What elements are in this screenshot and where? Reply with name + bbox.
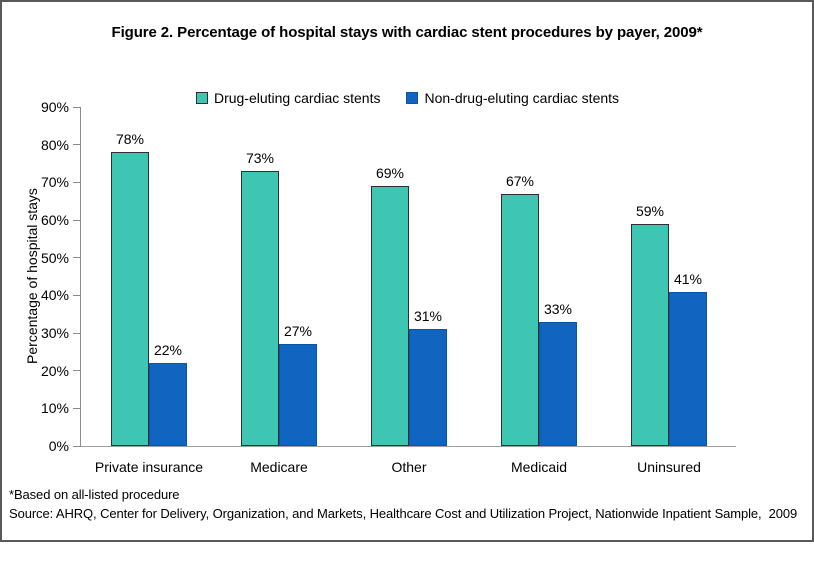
bar-non-drug-eluting (669, 291, 707, 446)
y-tick-label: 20% (40, 362, 69, 379)
y-tick-label: 50% (40, 249, 69, 266)
y-tick-label: 0% (48, 438, 69, 454)
category-label: Other (391, 459, 427, 475)
bar-value-label: 67% (505, 172, 535, 189)
y-tick-mark (73, 181, 81, 183)
y-tick-mark (73, 106, 81, 108)
y-tick-mark (73, 219, 81, 221)
bar-value-label: 27% (283, 323, 313, 340)
footnote-asterisk: *Based on all-listed procedure (9, 487, 180, 502)
y-tick-label: 30% (40, 325, 69, 341)
legend-swatch (406, 92, 419, 104)
footnotes: *Based on all-listed procedure Source: A… (9, 485, 807, 523)
y-tick-mark (73, 370, 81, 372)
bar-non-drug-eluting (539, 321, 577, 446)
legend-swatch (195, 92, 208, 104)
bar-value-label: 22% (153, 342, 183, 359)
y-tick-mark (73, 144, 81, 146)
bar-drug-eluting (111, 152, 149, 446)
legend-label: Drug-eluting cardiac stents (213, 90, 381, 106)
bar-drug-eluting (241, 171, 279, 446)
y-tick-label: 80% (40, 136, 69, 153)
bar-non-drug-eluting (149, 363, 187, 446)
legend: Drug-eluting cardiac stents Non-drug-elut… (80, 89, 735, 107)
bar-value-label: 31% (413, 308, 443, 325)
y-tick-label: 60% (40, 212, 69, 228)
bar-value-label: 33% (543, 300, 573, 317)
bar-drug-eluting (371, 186, 409, 446)
chart-title: Figure 2. Percentage of hospital stays w… (111, 24, 703, 41)
category-label: Uninsured (637, 459, 701, 475)
y-tick-label: 70% (40, 174, 69, 191)
figure: Figure 2. Percentage of hospital stays w… (0, 0, 814, 542)
y-tick-mark (73, 445, 81, 447)
bar-value-label: 78% (115, 131, 145, 148)
bar-value-label: 69% (375, 165, 405, 182)
bar-drug-eluting (631, 223, 669, 446)
bar-non-drug-eluting (409, 329, 447, 446)
bar-value-label: 41% (673, 270, 703, 287)
bar-drug-eluting (501, 193, 539, 446)
category-label: Private insurance (94, 459, 204, 475)
y-tick-label: 10% (40, 400, 69, 417)
y-tick-label: 40% (40, 287, 69, 304)
plot-area: 0% 10% 20% 30% 40% 50% 60% 70% 80% 90% 78% 22% Priva… (41, 99, 736, 475)
bar-non-drug-eluting (279, 344, 317, 446)
category-label: Medicaid (510, 459, 568, 475)
legend-item: Non-drug-eluting cardiac stents (406, 90, 619, 106)
category-label: Medicare (250, 459, 308, 475)
y-tick-mark (73, 294, 81, 296)
y-tick-mark (73, 332, 81, 334)
y-tick-mark (73, 257, 81, 259)
legend-item: Drug-eluting cardiac stents (195, 90, 381, 106)
bar-value-label: 73% (245, 150, 275, 167)
y-tick-mark (73, 407, 81, 409)
y-tick-label: 90% (40, 99, 69, 115)
bar-value-label: 59% (635, 202, 665, 219)
source-note: Source: AHRQ, Center for Delivery, Organ… (9, 506, 798, 521)
legend-label: Non-drug-eluting cardiac stents (424, 90, 620, 106)
